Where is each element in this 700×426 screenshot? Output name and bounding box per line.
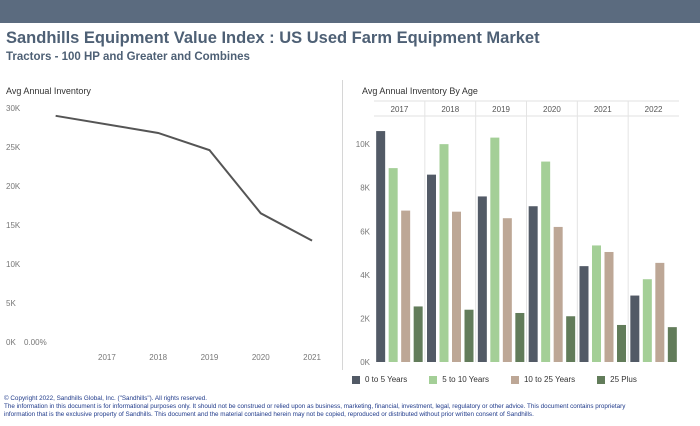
footer-disclaimer-line-2: information that is the exclusive proper…: [4, 411, 534, 418]
legend-label: 25 Plus: [610, 375, 637, 384]
y-tick-label: 10K: [6, 260, 21, 269]
bar: [630, 295, 640, 362]
y-tick-label: 0K: [360, 358, 370, 367]
bar: [579, 266, 589, 362]
bar: [515, 312, 525, 362]
legend-swatch: [510, 375, 519, 384]
y-tick-label: 2K: [360, 314, 370, 323]
legend-label: 10 to 25 Years: [523, 375, 576, 384]
inventory-line: [55, 114, 313, 242]
y-tick-label: 4K: [360, 271, 370, 280]
bar: [376, 131, 386, 362]
bar: [553, 226, 563, 362]
chart-divider: [342, 80, 343, 370]
bar: [464, 309, 474, 362]
facet-label: 2018: [441, 105, 459, 114]
bar: [401, 210, 411, 362]
bar: [388, 168, 398, 362]
bar: [490, 137, 500, 362]
y-tick-label: 20K: [6, 182, 21, 191]
x-tick-label: 2020: [252, 353, 270, 362]
y-tick-label: 30K: [6, 104, 21, 113]
facet-label: 2019: [492, 105, 510, 114]
bar: [502, 218, 512, 362]
bar: [452, 211, 461, 362]
legend-swatch: [352, 375, 360, 384]
bar: [566, 316, 576, 362]
y-tick-label: 8K: [360, 184, 370, 193]
y-tick-label: 25K: [6, 143, 21, 152]
bar: [592, 245, 601, 362]
footer: © Copyright 2022, Sandhills Global, Inc.…: [4, 395, 698, 419]
bar: [439, 144, 449, 362]
legend-item-10-to-25-years: 10 to 25 Years: [510, 375, 576, 384]
y-tick-label: 10K: [356, 140, 371, 149]
legend-item-0-to-5-years: 0 to 5 Years: [352, 375, 407, 384]
facet-label: 2017: [391, 105, 409, 114]
bar: [413, 306, 423, 362]
bar: [528, 206, 538, 362]
y-tick-label: 15K: [6, 221, 21, 230]
footer-disclaimer-line-1: The information in this document is for …: [4, 403, 626, 410]
bar: [667, 327, 677, 362]
x-tick-label: 2019: [201, 353, 219, 362]
x-tick-label: 2021: [303, 353, 321, 362]
bar: [477, 196, 487, 362]
page-title: Sandhills Equipment Value Index : US Use…: [6, 29, 540, 47]
facet-label: 2021: [594, 105, 612, 114]
bar: [541, 161, 551, 362]
bar-chart: 0K 2K 4K 6K 8K 10K 2017 2018 2019 2020 2021 2022: [356, 100, 679, 367]
x-tick-label: 2017: [98, 353, 116, 362]
bar: [427, 174, 436, 362]
change-annotation: 0.00%: [24, 338, 47, 347]
bar: [604, 251, 614, 362]
legend-item-25-plus: 25 Plus: [597, 375, 637, 384]
footer-copyright: © Copyright 2022, Sandhills Global, Inc.…: [4, 395, 208, 402]
bar: [617, 324, 626, 362]
legend-item-5-to-10-years: 5 to 10 Years: [429, 375, 489, 384]
bar-chart-title: Avg Annual Inventory By Age: [362, 86, 478, 96]
facet-label: 2022: [645, 105, 663, 114]
legend-swatch: [429, 375, 438, 384]
y-tick-label: 0K: [6, 338, 16, 347]
bar: [655, 262, 665, 362]
legend-swatch: [597, 375, 606, 384]
legend-label: 0 to 5 Years: [365, 375, 408, 384]
facet-label: 2020: [543, 105, 561, 114]
line-chart-title: Avg Annual Inventory: [6, 86, 91, 96]
header-bar: [0, 0, 700, 23]
bar: [642, 279, 652, 362]
x-tick-label: 2018: [149, 353, 167, 362]
legend-label: 5 to 10 Years: [442, 375, 489, 384]
y-tick-label: 6K: [360, 227, 370, 236]
line-chart: 0K 5K 10K 15K 20K 25K 30K 2017 2018 2019 2020 2021 0…: [6, 104, 322, 362]
y-tick-label: 5K: [6, 299, 16, 308]
page-subtitle: Tractors - 100 HP and Greater and Combin…: [6, 51, 250, 63]
bar-chart-legend: 0 to 5 Years 5 to 10 Years 10 to 25 Year…: [352, 375, 659, 384]
